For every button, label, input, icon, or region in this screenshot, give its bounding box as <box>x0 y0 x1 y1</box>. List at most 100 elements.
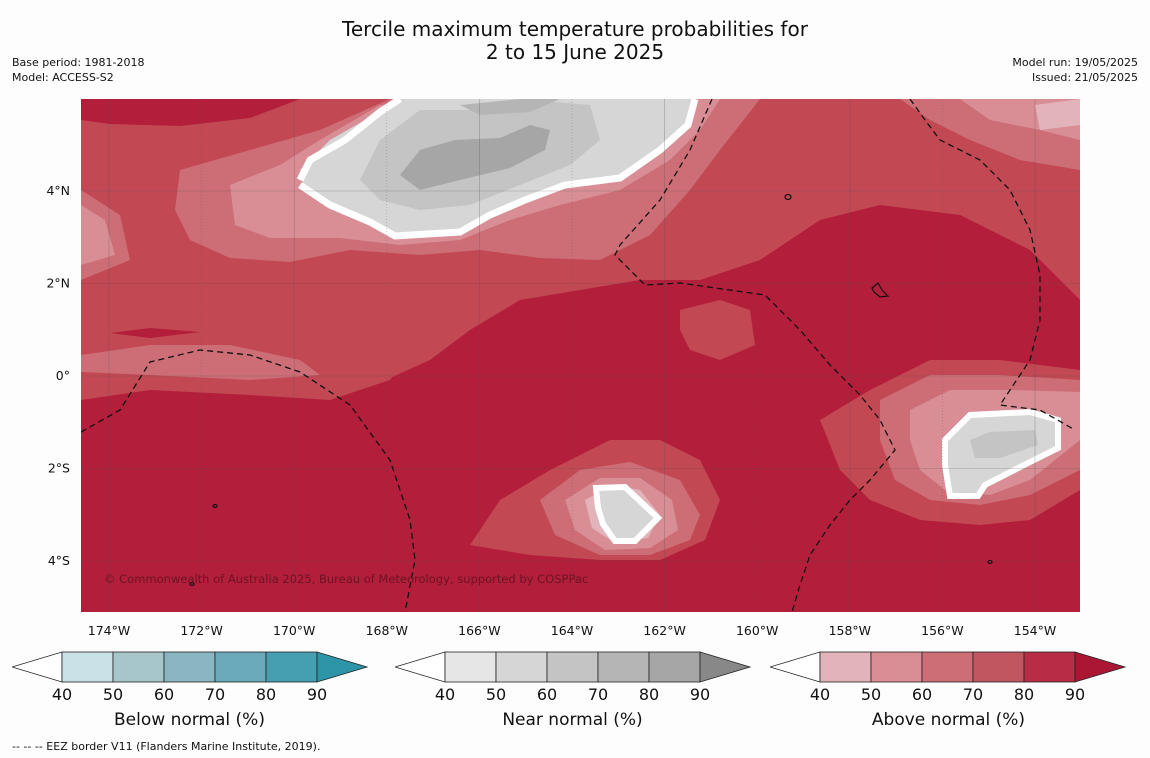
legend-below-tick-label: 50 <box>103 685 123 704</box>
map-title-line1: Tercile maximum temperature probabilitie… <box>342 17 808 41</box>
legend-below-tick-label: 80 <box>256 685 276 704</box>
longitude-tick-label: 154°W <box>1014 623 1056 638</box>
outline-near-south <box>592 483 663 544</box>
islands <box>189 193 993 587</box>
longitude-tick-label: 170°W <box>273 623 315 638</box>
legend-near-tick-label: 70 <box>588 685 608 704</box>
legend-below-color-bin <box>112 651 165 683</box>
legend-below-extend-high <box>316 651 369 683</box>
field-above-40-northeast <box>1035 99 1080 130</box>
longitude-ticks: 174°W 172°W 170°W 168°W 166°W 164°W 162°W 160°W… <box>88 623 1056 638</box>
legend-above-extend-high <box>1074 651 1127 683</box>
field-near-southeast-core <box>970 430 1038 458</box>
legend-below-tick-label: 40 <box>52 685 72 704</box>
legend-below-color-bin <box>214 651 267 683</box>
field-near-north-topgrey <box>460 99 560 115</box>
field-near-north-core <box>400 125 550 190</box>
longitude-tick-label: 172°W <box>180 623 222 638</box>
legend-near-extend-low <box>393 651 446 683</box>
latitude-tick-label: 4°S <box>48 553 70 568</box>
legend-near-color-bin <box>546 651 599 683</box>
meta-right: Model run: 19/05/2025 Issued: 21/05/2025 <box>1012 55 1138 85</box>
legend-above-tick-label: 50 <box>861 685 881 704</box>
eez-border-east <box>909 99 1076 431</box>
legend-below: 40 50 60 70 80 90 <box>10 650 372 714</box>
latitude-tick-label: 4°N <box>46 183 70 198</box>
legend-above-tick-label: 60 <box>912 685 932 704</box>
legend-below-extend-low <box>10 651 63 683</box>
legend-near-label: Near normal (%) <box>502 710 643 730</box>
map-title: Tercile maximum temperature probabilitie… <box>0 18 1150 64</box>
longitude-tick-label: 160°W <box>736 623 778 638</box>
legend-below-tick-label: 70 <box>205 685 225 704</box>
latitude-tick-label: 2°N <box>46 276 70 291</box>
outline-near-southeast <box>942 408 1061 499</box>
legend-above-label: Above normal (%) <box>871 710 1026 730</box>
legend-near-tick-label: 90 <box>690 685 710 704</box>
latitude-ticks: 4°N 2°N 0° 2°S 4°S <box>46 183 70 568</box>
legend-below-color-bin <box>265 651 318 683</box>
field-near-south <box>596 487 658 541</box>
field-above-80-mid <box>580 210 1080 370</box>
legend-below-tick-label: 90 <box>307 685 327 704</box>
longitude-tick-label: 156°W <box>921 623 963 638</box>
legend-near: 40 50 60 70 80 90 <box>393 650 755 714</box>
legend-above-color-bin <box>972 651 1025 683</box>
longitude-tick-label: 168°W <box>366 623 408 638</box>
legend-below-color-bin <box>61 651 114 683</box>
legend-near-color-bin <box>444 651 497 683</box>
legend-above-color-bin <box>921 651 974 683</box>
legend-below-color-bin <box>163 651 216 683</box>
legend-near-color-bin <box>495 651 548 683</box>
legend-near-tick-label: 60 <box>537 685 557 704</box>
issued-text: Issued: 21/05/2025 <box>1031 71 1138 84</box>
legend-near-colorbar: 40 50 60 70 80 90 <box>393 651 752 704</box>
longitude-tick-label: 162°W <box>643 623 685 638</box>
eez-footnote: -- -- -- EEZ border V11 (Flanders Marine… <box>12 740 321 753</box>
island-3 <box>212 503 218 509</box>
field-above-50-west <box>81 205 115 265</box>
map-title-line2: 2 to 15 June 2025 <box>485 40 665 64</box>
legend-above-colorbar: 40 50 60 70 80 90 <box>768 651 1127 704</box>
legend-below-tick-label: 60 <box>154 685 174 704</box>
base-period-text: Base period: 1981-2018 <box>12 56 145 69</box>
island-1 <box>784 193 792 201</box>
legend-above-tick-label: 80 <box>1014 685 1034 704</box>
latitude-tick-label: 2°S <box>48 461 70 476</box>
model-run-text: Model run: 19/05/2025 <box>1012 56 1138 69</box>
model-text: Model: ACCESS-S2 <box>12 71 114 84</box>
legend-near-color-bin <box>648 651 701 683</box>
legend-near-tick-label: 40 <box>435 685 455 704</box>
longitude-tick-label: 174°W <box>88 623 130 638</box>
field-above-70-mid <box>680 300 755 360</box>
legend-near-color-bin <box>597 651 650 683</box>
legend-above-color-bin <box>819 651 872 683</box>
field-above-80-topleft <box>81 99 300 126</box>
copyright-text: © Commonwealth of Australia 2025, Bureau… <box>104 572 588 586</box>
longitude-tick-label: 158°W <box>829 623 871 638</box>
island-4 <box>189 581 195 587</box>
map-field <box>81 99 1080 612</box>
eez-border-central <box>614 99 896 612</box>
field-above-80-streak <box>110 328 200 338</box>
latitude-tick-label: 0° <box>56 368 70 383</box>
legend-above-tick-label: 40 <box>810 685 830 704</box>
legend-above-color-bin <box>870 651 923 683</box>
longitude-tick-label: 164°W <box>551 623 593 638</box>
island-2 <box>871 282 890 298</box>
field-above-60-equator <box>81 345 320 380</box>
meta-left: Base period: 1981-2018 Model: ACCESS-S2 <box>12 55 144 85</box>
island-5 <box>987 559 993 565</box>
legend-above-tick-label: 90 <box>1065 685 1085 704</box>
legend-above-tick-label: 70 <box>963 685 983 704</box>
legend-below-label: Below normal (%) <box>114 710 265 730</box>
legend-above: 40 50 60 70 80 90 <box>768 650 1130 714</box>
outline-near-north <box>296 99 699 240</box>
legend-below-colorbar: 40 50 60 70 80 90 <box>10 651 369 704</box>
legend-above-extend-low <box>768 651 821 683</box>
legend-near-extend-high <box>699 651 752 683</box>
legend-near-tick-label: 50 <box>486 685 506 704</box>
longitude-tick-label: 166°W <box>458 623 500 638</box>
graticule <box>81 99 1080 612</box>
